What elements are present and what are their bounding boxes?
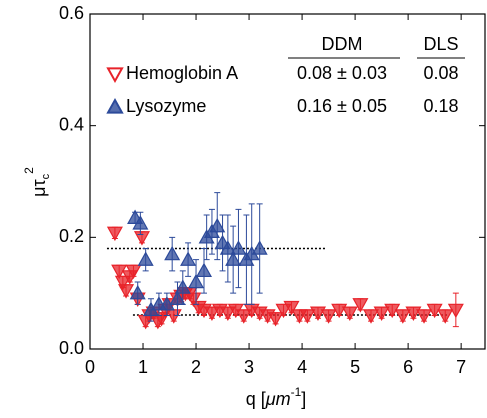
y-axis-label: μτc2 <box>22 167 52 197</box>
table-cell: 0.08 ± 0.03 <box>297 63 387 83</box>
data-point <box>132 215 149 230</box>
data-point <box>219 306 236 321</box>
x-label-end: ] <box>301 389 306 409</box>
x-label-sup: -1 <box>291 385 302 399</box>
x-tick-label: 7 <box>456 357 466 377</box>
legend-label: Lysozyme <box>126 96 206 116</box>
data-point <box>219 240 236 255</box>
data-point <box>416 309 433 324</box>
x-tick-label: 2 <box>191 357 201 377</box>
data-point <box>133 231 150 246</box>
legend-label: Hemoglobin A <box>126 63 238 83</box>
y-tick-label: 0.4 <box>59 114 84 134</box>
data-point <box>437 309 454 324</box>
plot-frame <box>89 13 486 350</box>
data-point <box>203 306 220 321</box>
data-point <box>125 264 142 280</box>
x-tick-label: 1 <box>138 357 148 377</box>
x-label-unit: μm <box>265 389 291 409</box>
data-point <box>362 309 380 324</box>
data-point <box>137 251 154 266</box>
data-point <box>283 300 300 316</box>
data-point <box>165 309 182 324</box>
x-tick-label: 6 <box>403 357 413 377</box>
table-header: DLS <box>423 34 458 54</box>
data-point <box>164 245 181 261</box>
x-label-text: q [ <box>246 389 266 409</box>
data-point <box>185 292 202 307</box>
data-point <box>373 306 390 321</box>
data-point <box>195 262 213 278</box>
data-point <box>320 309 337 324</box>
data-point <box>188 273 205 289</box>
data-point <box>235 309 252 324</box>
y-label-text: μτ <box>29 179 49 196</box>
x-tick-label: 5 <box>350 357 360 377</box>
data-point <box>209 217 226 233</box>
data-point <box>129 284 146 300</box>
x-tick-label: 4 <box>297 357 307 377</box>
table-cell: 0.18 <box>423 96 458 116</box>
table-cell: 0.16 ± 0.05 <box>297 96 387 116</box>
data-point <box>341 306 358 321</box>
data-point <box>225 251 242 266</box>
data-point <box>251 240 268 255</box>
data-point <box>267 312 284 327</box>
x-tick-label: 0 <box>85 357 95 377</box>
data-point <box>447 303 464 319</box>
data-point <box>352 298 369 313</box>
data-point <box>299 309 316 324</box>
data-point <box>180 251 197 266</box>
legend-marker <box>106 97 124 114</box>
table-header: DDM <box>322 34 363 54</box>
data-point <box>230 240 247 255</box>
y-label-sub: c <box>40 173 52 179</box>
data-point <box>118 284 135 299</box>
y-label-sup: 2 <box>22 167 36 174</box>
data-point <box>174 279 191 294</box>
x-axis-label: q [μm-1] <box>246 385 307 409</box>
data-point <box>169 290 186 305</box>
x-tick-label: 3 <box>244 357 254 377</box>
data-point <box>275 303 292 319</box>
data-point <box>106 226 123 242</box>
data-point <box>114 275 131 291</box>
y-tick-label: 0.2 <box>59 226 84 246</box>
data-point <box>394 309 411 324</box>
y-tick-label: 0.6 <box>59 3 84 23</box>
y-tick-label: 0.0 <box>59 338 84 358</box>
legend-marker <box>106 67 124 84</box>
table-cell: 0.08 <box>423 63 458 83</box>
